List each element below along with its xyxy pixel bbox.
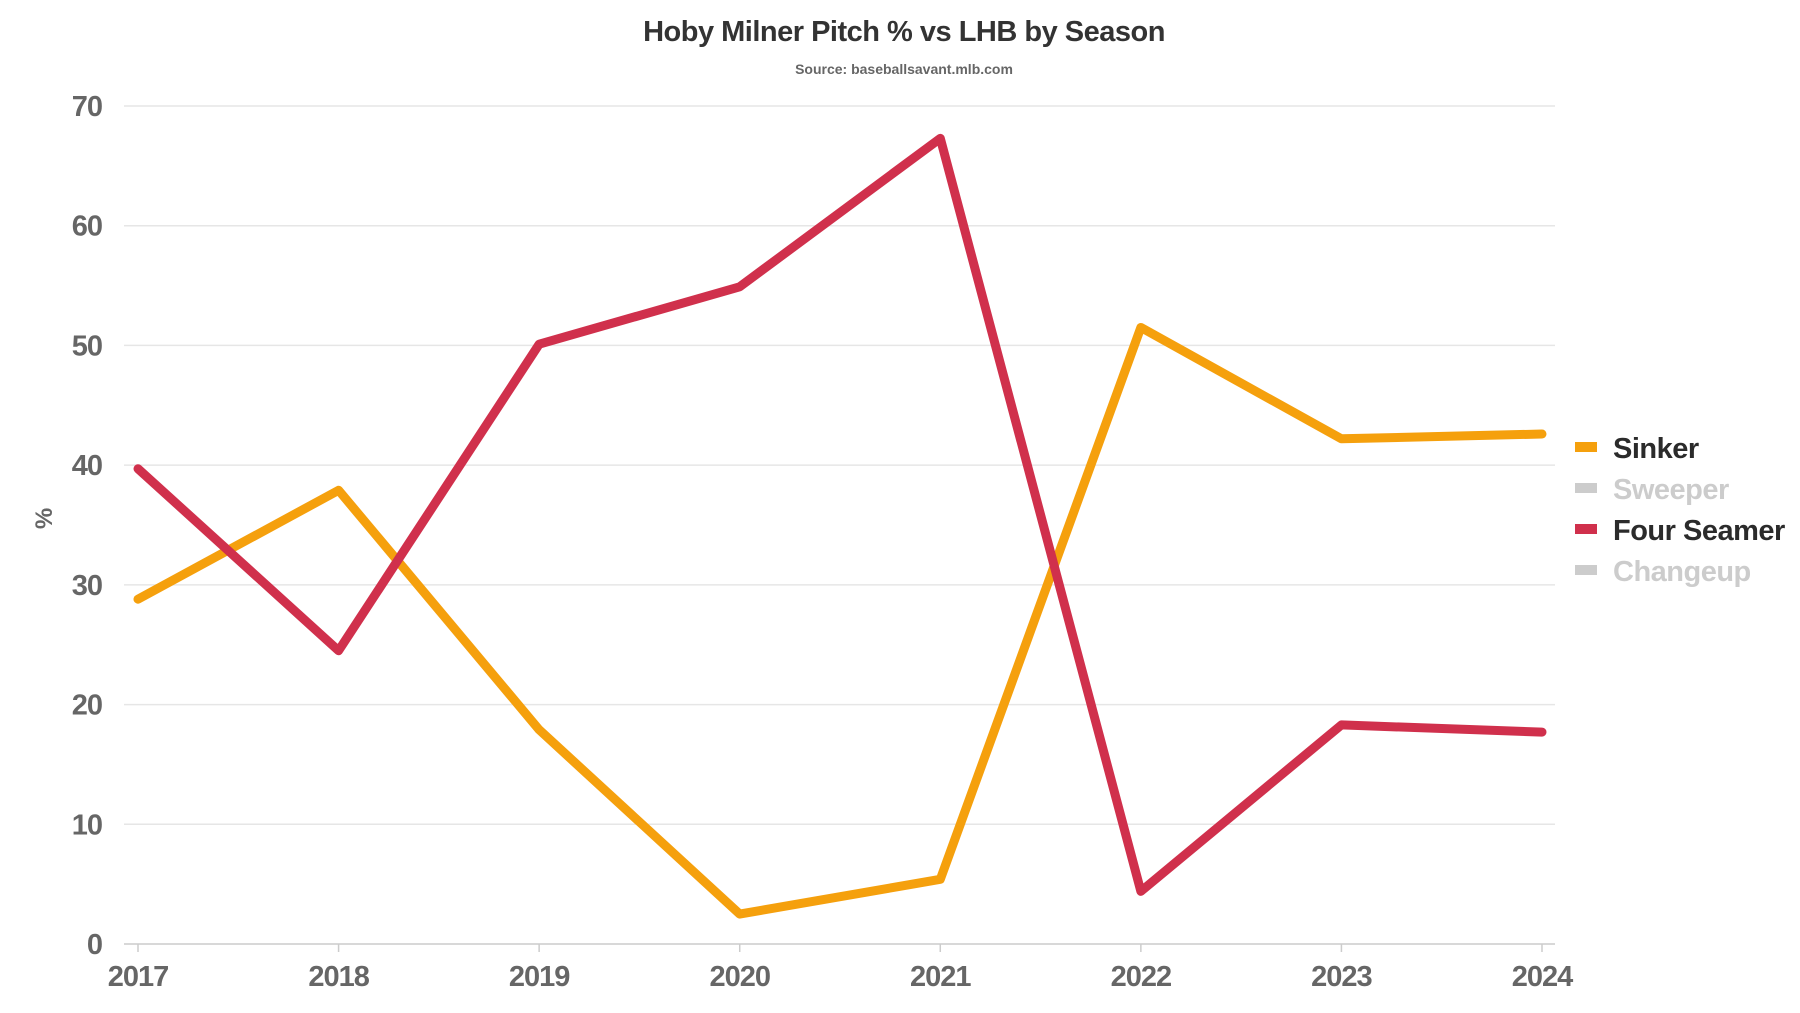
- legend-item[interactable]: Sweeper: [1575, 474, 1729, 506]
- legend-item[interactable]: Sinker: [1575, 433, 1699, 465]
- legend-swatch: [1575, 442, 1597, 452]
- y-tick-label: 50: [72, 330, 102, 362]
- series-line-sinker: [133, 322, 1547, 919]
- x-tick-label: 2019: [509, 961, 570, 993]
- x-tick-label: 2021: [910, 961, 971, 993]
- legend-label: Sweeper: [1613, 474, 1729, 506]
- y-tick-label: 20: [72, 690, 102, 722]
- y-tick-label: 40: [72, 450, 102, 482]
- x-tick-label: 2020: [709, 961, 770, 993]
- legend-item[interactable]: Four Seamer: [1575, 515, 1785, 547]
- x-tick-label: 2022: [1111, 961, 1172, 993]
- x-tick-label: 2018: [308, 961, 369, 993]
- series-line-four-seamer: [133, 133, 1547, 896]
- x-tick-label: 2024: [1512, 961, 1573, 993]
- legend-swatch: [1575, 565, 1597, 575]
- chart-subtitle: Source: baseballsavant.mlb.com: [795, 61, 1013, 77]
- y-tick-label: 30: [72, 570, 102, 602]
- y-tick-label: 10: [72, 809, 102, 841]
- legend-swatch: [1575, 524, 1597, 534]
- x-tick-label: 2017: [108, 961, 169, 993]
- legend-label: Four Seamer: [1613, 515, 1785, 547]
- y-tick-label: 60: [72, 211, 102, 243]
- legend-item[interactable]: Changeup: [1575, 556, 1751, 588]
- legend-label: Changeup: [1613, 556, 1751, 588]
- legend-label: Sinker: [1613, 433, 1699, 465]
- x-tick-label: 2023: [1311, 961, 1372, 993]
- legend-swatch: [1575, 483, 1597, 493]
- y-tick-label: 0: [87, 929, 102, 961]
- y-tick-label: 70: [72, 91, 102, 123]
- y-axis-label: %: [31, 508, 58, 529]
- chart-title: Hoby Milner Pitch % vs LHB by Season: [643, 16, 1165, 48]
